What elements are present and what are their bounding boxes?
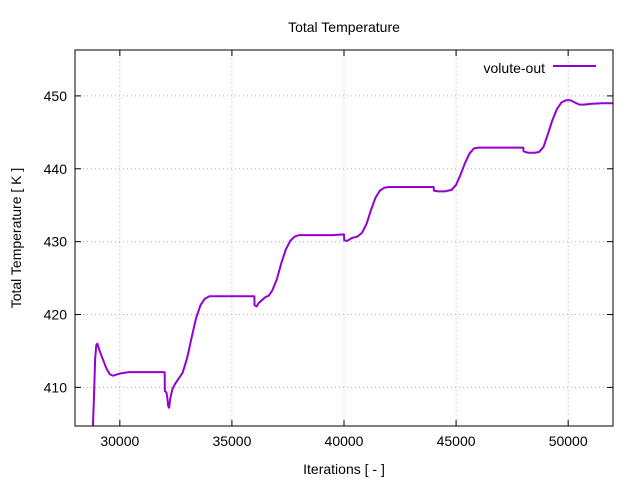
y-tick-label: 410 <box>44 379 68 395</box>
y-tick-label: 420 <box>44 307 68 323</box>
x-tick-label: 35000 <box>212 433 251 449</box>
x-tick-label: 45000 <box>437 433 476 449</box>
axis-ticks: 30000 35000 40000 45000 50000 410 420 430 440 450 <box>44 50 613 449</box>
y-tick-label: 440 <box>44 161 68 177</box>
x-tick-label: 50000 <box>549 433 588 449</box>
chart-title: Total Temperature <box>288 19 400 35</box>
y-tick-label: 430 <box>44 234 68 250</box>
series-line-volute-out <box>91 99 613 426</box>
x-tick-label: 30000 <box>100 433 139 449</box>
x-axis-title: Iterations [ - ] <box>303 461 385 477</box>
plot-area <box>91 99 613 426</box>
legend-label: volute-out <box>484 60 546 76</box>
y-tick-label: 450 <box>44 88 68 104</box>
x-tick-label: 40000 <box>325 433 364 449</box>
legend: volute-out <box>484 60 596 76</box>
y-axis-title: Total Temperature [ K ] <box>8 168 24 309</box>
